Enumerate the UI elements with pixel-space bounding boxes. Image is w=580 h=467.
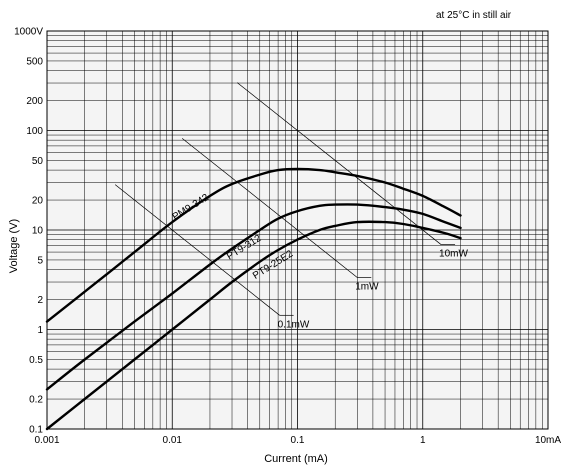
y-tick-label: 100 xyxy=(26,126,43,137)
y-tick-labels: 0.1 0.2 0.5 1 2 5 10 20 50 100 200 500 1000V xyxy=(14,27,43,436)
y-tick-label: 200 xyxy=(26,96,43,107)
series-line-pt9-312 xyxy=(45,203,462,391)
x-tick-label: 0.1 xyxy=(291,435,305,446)
y-tick-label: 2 xyxy=(37,295,43,306)
y-tick-label: 20 xyxy=(32,196,44,207)
power-line-1mw xyxy=(181,138,358,278)
y-tick-label: 5 xyxy=(37,255,43,266)
power-label: 10mW xyxy=(439,249,468,260)
plot-frame xyxy=(46,30,549,430)
y-tick-label: 0.2 xyxy=(29,395,43,406)
x-tick-label: 1 xyxy=(420,435,426,446)
x-tick-label: 0.001 xyxy=(34,435,59,446)
y-tick-label: 50 xyxy=(32,156,44,167)
power-line-10mw xyxy=(236,82,442,245)
x-tick-label: 0.01 xyxy=(163,435,183,446)
curves xyxy=(45,167,462,431)
y-tick-label: 0.5 xyxy=(29,355,43,366)
power-line-0-1mw xyxy=(114,184,280,316)
chart-annotation: at 25°C in still air xyxy=(436,10,512,21)
y-axis-title: Voltage (V) xyxy=(8,219,20,273)
power-label: 1mW xyxy=(355,281,379,292)
y-tick-label: 0.1 xyxy=(29,425,43,436)
x-axis-title: Current (mA) xyxy=(264,453,328,465)
series-line-pm9-342 xyxy=(45,167,462,323)
y-tick-label: 10 xyxy=(32,226,44,237)
series-line-pt9-25e2 xyxy=(45,220,462,431)
y-tick-label: 1 xyxy=(37,325,43,336)
power-label: 0.1mW xyxy=(278,319,310,330)
x-tick-label: 10mA xyxy=(535,435,561,446)
y-tick-label: 1000V xyxy=(14,27,43,38)
x-tick-labels: 0.001 0.01 0.1 1 10mA xyxy=(34,435,561,446)
y-tick-label: 500 xyxy=(26,56,43,67)
power-lines xyxy=(114,82,456,316)
